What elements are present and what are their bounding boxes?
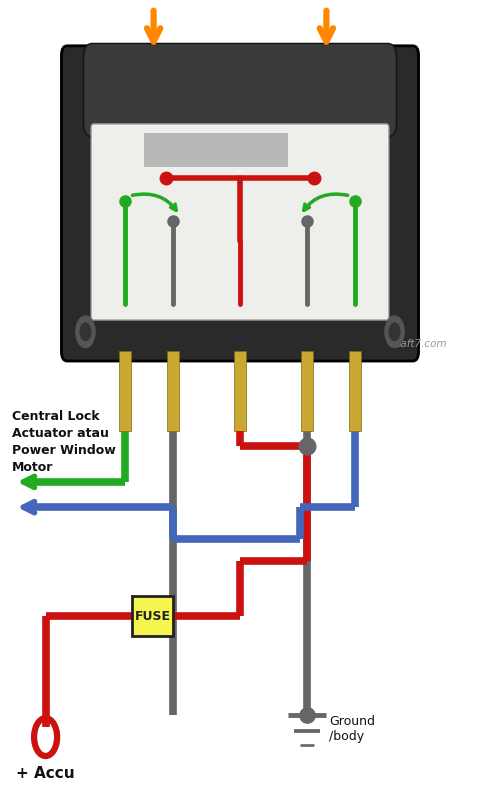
FancyBboxPatch shape (132, 596, 173, 636)
Bar (167, 351, 179, 431)
Text: Ground
/body: Ground /body (329, 715, 375, 743)
Bar (234, 351, 246, 431)
Text: Central Lock
Actuator atau
Power Window
Motor: Central Lock Actuator atau Power Window … (12, 410, 116, 475)
Bar (349, 351, 361, 431)
Circle shape (76, 316, 95, 348)
Circle shape (389, 323, 400, 340)
Circle shape (385, 316, 404, 348)
Bar (119, 351, 131, 431)
Circle shape (80, 323, 91, 340)
Bar (144, 133, 288, 167)
FancyBboxPatch shape (61, 46, 419, 361)
FancyBboxPatch shape (91, 124, 389, 320)
FancyBboxPatch shape (84, 43, 396, 137)
Text: saft7.com: saft7.com (396, 339, 448, 348)
Text: FUSE: FUSE (134, 610, 170, 623)
Bar (301, 351, 313, 431)
Text: + Accu: + Accu (16, 766, 75, 781)
